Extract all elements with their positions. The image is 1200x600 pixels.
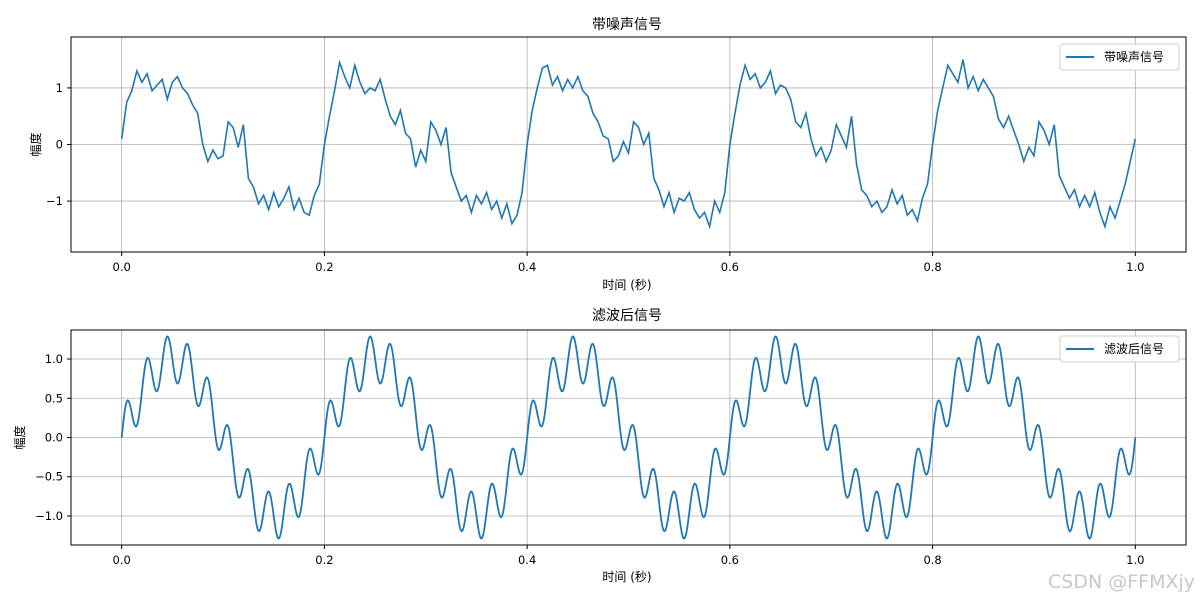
filtered-y-ticks: −1.0 −0.5 0.0 0.5 1.0 [35, 352, 71, 523]
filtered-y-tick-label: 1.0 [45, 352, 63, 366]
filtered-legend-box [1059, 335, 1180, 363]
noisy-x-tick-label: 0.2 [315, 260, 333, 274]
filtered-legend-label: 滤波后信号 [1104, 342, 1164, 356]
filtered-x-tick-label: 0.2 [315, 553, 333, 567]
filtered-x-tick-label: 1.0 [1126, 553, 1144, 567]
noisy-x-tick-label: 1.0 [1126, 260, 1144, 274]
noisy-y-ticks: −1 0 1 [46, 81, 71, 208]
filtered-series-line [120, 335, 1137, 540]
noisy-x-tick-label: 0.4 [518, 260, 536, 274]
noisy-series-line [120, 59, 1137, 230]
noisy-legend: 带噪声信号 [1059, 43, 1180, 71]
filtered-y-tick-label: −0.5 [35, 470, 63, 484]
filtered-plot-title: 滤波后信号 [592, 308, 662, 324]
noisy-signal-subplot: 带噪声信号 0.0 0.2 0.4 0.6 0.8 1.0 −101 时间 (秒) 幅度 … [28, 17, 1187, 292]
filtered-y-tick-label: 0.5 [45, 391, 63, 405]
noisy-x-ticks: 0.0 0.2 0.4 0.6 0.8 1.0 [113, 252, 1144, 274]
filtered-y-axis-label: 幅度 [12, 425, 27, 449]
filtered-y-tick-label: −1.0 [35, 509, 63, 523]
noisy-y-tick-label: −1 [46, 194, 63, 208]
filtered-x-tick-label: 0.8 [923, 553, 941, 567]
noisy-legend-box [1059, 43, 1180, 71]
filtered-x-ticks: 0.0 0.2 0.4 0.6 0.8 1.0 [113, 545, 1144, 567]
watermark-text: CSDN @FFMXjy [1048, 571, 1195, 593]
noisy-y-axis-label: 幅度 [28, 132, 43, 156]
noisy-x-tick-label: 0.0 [113, 260, 131, 274]
noisy-x-axis-label: 时间 (秒) [602, 278, 651, 292]
noisy-y-tick-label: 0 [56, 138, 63, 152]
filtered-x-axis-label: 时间 (秒) [602, 570, 651, 584]
noisy-legend-label: 带噪声信号 [1104, 50, 1164, 64]
noisy-plot-title: 带噪声信号 [592, 17, 662, 33]
noisy-x-tick-label: 0.6 [721, 260, 739, 274]
filtered-y-tick-label: 0.0 [45, 431, 63, 445]
filtered-legend: 滤波后信号 [1059, 335, 1180, 363]
noisy-x-tick-label: 0.8 [923, 260, 941, 274]
filtered-x-tick-label: 0.4 [518, 553, 536, 567]
filtered-signal-subplot: 滤波后信号 0.0 0.2 0.4 0.6 0.8 1.0 −1.0 −0.5 0.0 0.5 1… [12, 308, 1187, 584]
filtered-x-tick-label: 0.0 [113, 553, 131, 567]
noisy-y-tick-label: 1 [56, 81, 63, 95]
filtered-x-tick-label: 0.6 [721, 553, 739, 567]
